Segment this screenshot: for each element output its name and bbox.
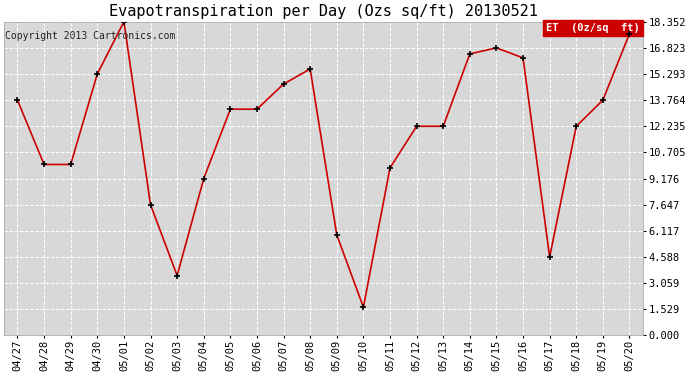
Text: Copyright 2013 Cartronics.com: Copyright 2013 Cartronics.com [5,31,175,41]
Title: Evapotranspiration per Day (Ozs sq/ft) 20130521: Evapotranspiration per Day (Ozs sq/ft) 2… [109,4,538,19]
Text: ET  (0z/sq  ft): ET (0z/sq ft) [546,23,640,33]
